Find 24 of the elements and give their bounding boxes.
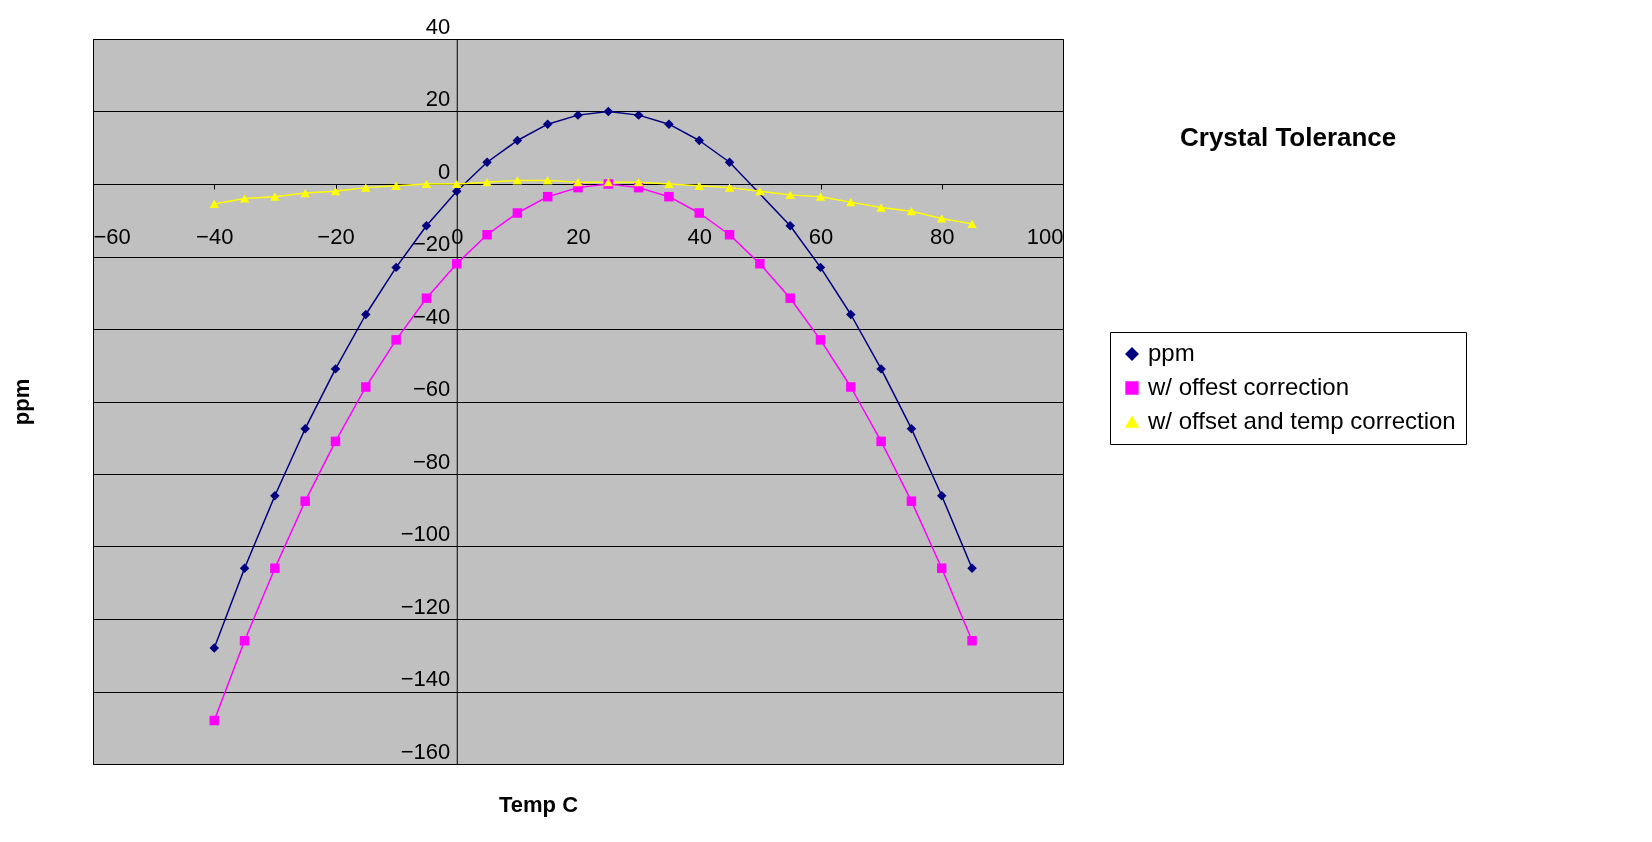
y-tick-label: −160: [400, 738, 451, 764]
x-tick-label: −40: [196, 223, 234, 249]
y-tick-label: −80: [412, 448, 451, 474]
y-tick-label: −100: [400, 521, 451, 546]
y-axis-title: ppm: [8, 378, 34, 426]
y-tick-label: −140: [400, 666, 451, 691]
y-tick-label: 0: [438, 158, 451, 184]
legend-label: ppm: [1148, 339, 1195, 366]
y-tick-label: −120: [400, 593, 451, 619]
y-tick-label: 20: [425, 86, 451, 111]
legend-label: w/ offest correction: [1147, 373, 1349, 400]
x-tick-label: 60: [808, 223, 834, 249]
x-tick-label: 100: [1026, 223, 1064, 249]
x-axis-title: Temp C: [498, 791, 579, 817]
x-tick-label: 80: [930, 223, 955, 249]
legend-label: w/ offset and temp correction: [1147, 407, 1456, 434]
y-tick-label: −40: [412, 303, 451, 329]
y-tick-label: 40: [425, 13, 451, 39]
x-tick-label: −60: [93, 223, 131, 249]
text: Crystal Tolerance: [1180, 122, 1397, 152]
x-tick-label: 40: [687, 223, 712, 249]
x-tick-label: −20: [317, 223, 355, 249]
x-tick-label: 20: [566, 223, 591, 249]
y-tick-label: −60: [412, 376, 451, 401]
